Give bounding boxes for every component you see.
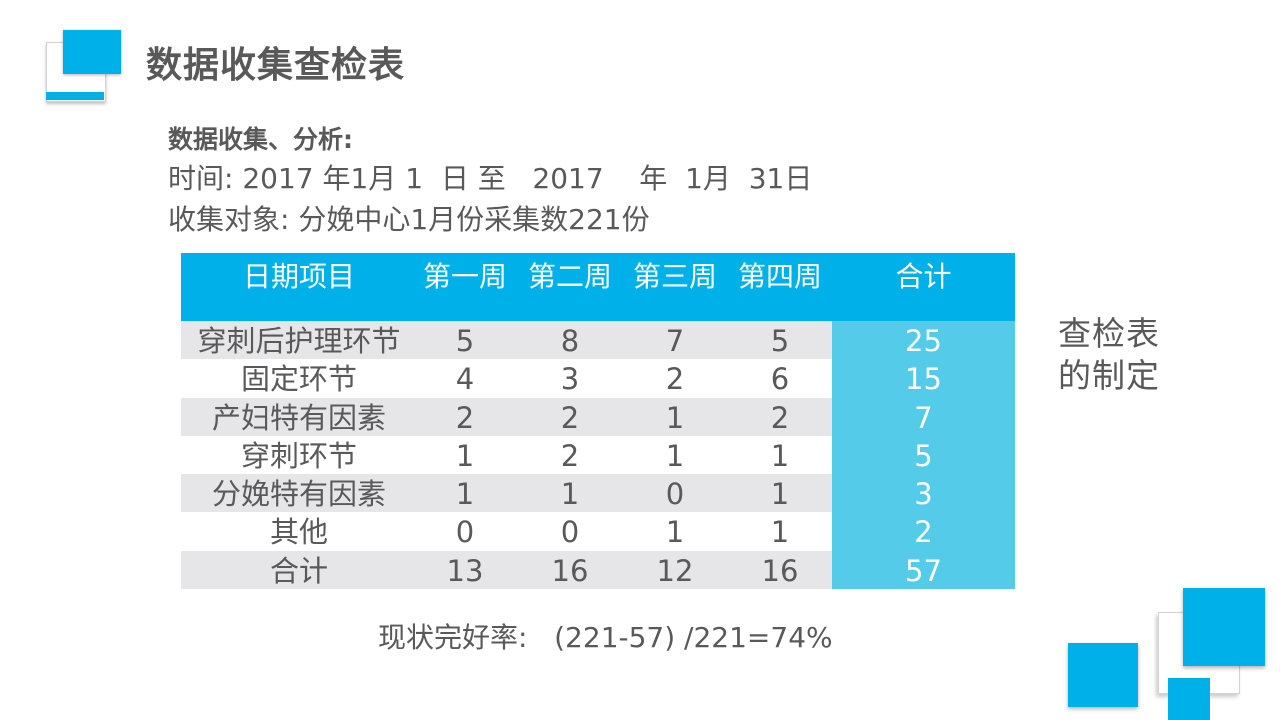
logo-accent-bar	[46, 92, 104, 100]
total-column-band	[832, 435, 1015, 475]
row-total-cell: 3	[914, 477, 933, 512]
week-value-cell: 1	[560, 477, 580, 512]
table-row: 穿刺环节 1 2 1 1 5	[181, 435, 1015, 475]
row-label-cell: 其他	[269, 515, 328, 550]
header-cell-total: 合计	[895, 260, 952, 293]
week-value-cell: 1	[770, 515, 790, 550]
week-value-cell: 1	[455, 438, 475, 473]
row-label-cell: 穿刺环节	[240, 438, 357, 473]
row-band	[181, 550, 832, 589]
table-row: 合计 13 16 12 16 57	[181, 550, 1015, 590]
week-value-cell: 0	[560, 515, 580, 550]
week-value-cell: 7	[665, 324, 685, 358]
logo-filled-square	[63, 30, 121, 74]
table-row: 分娩特有因素 1 1 0 1 3	[181, 474, 1015, 513]
side-note-line: 查检表	[1058, 314, 1160, 353]
week-value-cell: 3	[560, 362, 580, 397]
decor-square-small	[1168, 678, 1210, 720]
collection-object-text: 收集对象: 分娩中心1月份采集数221份	[168, 203, 650, 236]
week-value-cell: 12	[656, 553, 694, 588]
week-value-cell: 16	[761, 553, 799, 588]
row-total-cell: 2	[914, 515, 933, 550]
table-row: 固定环节 4 3 2 6 15	[181, 359, 1015, 398]
check-table: 日期项目 第一周 第二周 第三周 第四周 合计 穿刺后护理环节 5 8 7 5 25 固定环…	[181, 253, 1015, 590]
total-column-band	[832, 397, 1015, 436]
table-body: 穿刺后护理环节 5 8 7 5 25 固定环节 4 3 2 6 15 产妇特有因素 2 2 1 2 7 穿刺环节 1 2…	[181, 321, 1015, 590]
page-title: 数据收集查检表	[146, 45, 406, 86]
week-value-cell: 0	[455, 515, 475, 550]
row-label-cell: 合计	[269, 553, 328, 588]
week-value-cell: 16	[551, 553, 589, 588]
row-total-cell: 57	[905, 553, 942, 588]
intact-rate-formula: 现状完好率: (221-57) /221=74%	[378, 621, 833, 654]
header-cell-item: 日期项目	[242, 260, 355, 293]
total-column-band	[832, 550, 1015, 590]
week-value-cell: 1	[665, 400, 685, 435]
table-row: 其他 0 0 1 1 2	[181, 512, 1015, 551]
table-header: 日期项目 第一周 第二周 第三周 第四周 合计	[181, 253, 1015, 321]
row-band	[181, 321, 832, 359]
side-note-line: 的制定	[1058, 356, 1160, 395]
week-value-cell: 1	[770, 438, 790, 473]
week-value-cell: 1	[770, 477, 790, 512]
decor-square-medium	[1068, 643, 1138, 707]
week-value-cell: 2	[560, 438, 580, 473]
week-value-cell: 6	[770, 362, 790, 397]
week-value-cell: 1	[665, 438, 685, 473]
week-value-cell: 8	[560, 324, 580, 358]
row-label-cell: 产妇特有因素	[211, 400, 386, 435]
table-row: 穿刺后护理环节 5 8 7 5 25	[181, 321, 1015, 360]
decor-square-large	[1183, 588, 1265, 666]
header-cell-week1: 第一周	[422, 260, 507, 293]
row-total-cell: 25	[905, 324, 942, 358]
row-total-cell: 15	[905, 362, 942, 397]
week-value-cell: 2	[770, 400, 790, 435]
week-value-cell: 2	[665, 362, 685, 397]
row-label-cell: 固定环节	[240, 362, 357, 397]
section-subheading: 数据收集、分析:	[168, 125, 353, 154]
row-label-cell: 分娩特有因素	[211, 477, 386, 512]
week-value-cell: 5	[770, 324, 790, 358]
side-note: 查检表 的制定	[1058, 313, 1160, 397]
total-column-band	[832, 512, 1015, 551]
week-value-cell: 13	[446, 553, 484, 588]
week-value-cell: 0	[665, 477, 685, 512]
row-band	[181, 474, 832, 513]
total-column-band	[832, 474, 1015, 513]
total-column-band	[832, 321, 1015, 360]
header-cell-week4: 第四周	[737, 260, 822, 293]
row-total-cell: 5	[914, 438, 933, 473]
week-value-cell: 1	[455, 477, 475, 512]
week-value-cell: 2	[560, 400, 580, 435]
total-column-band	[832, 359, 1015, 398]
week-value-cell: 2	[455, 400, 475, 435]
row-band	[181, 397, 832, 436]
table-row: 产妇特有因素 2 2 1 2 7	[181, 397, 1015, 436]
header-cell-week2: 第二周	[527, 260, 612, 293]
week-value-cell: 1	[665, 515, 685, 550]
week-value-cell: 5	[455, 324, 475, 358]
header-cell-week3: 第三周	[632, 260, 717, 293]
time-range-text: 时间: 2017 年1月 1 日 至 2017 年 1月 31日	[168, 162, 813, 195]
row-label-cell: 穿刺后护理环节	[197, 324, 401, 358]
week-value-cell: 4	[455, 362, 475, 397]
row-total-cell: 7	[914, 400, 933, 435]
